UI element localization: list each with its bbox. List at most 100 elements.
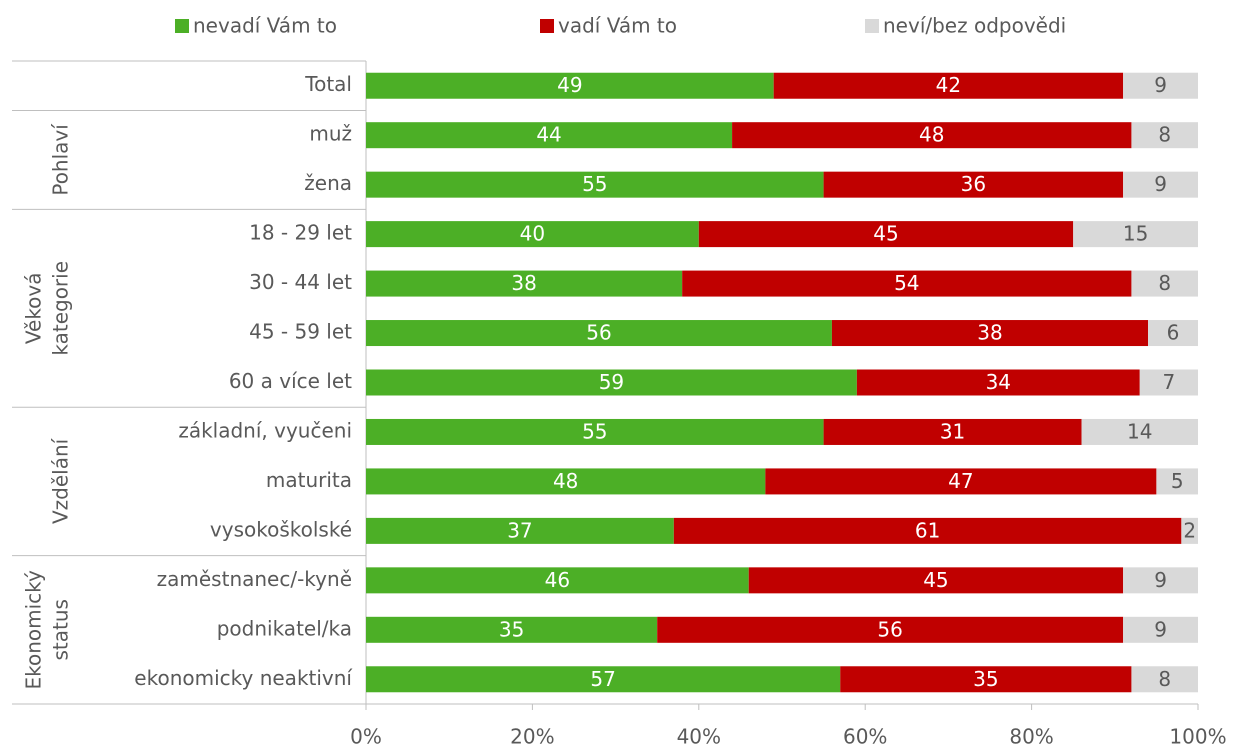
bar-segment <box>1131 122 1198 149</box>
data-label: 38 <box>977 321 1002 345</box>
bar-segment <box>1139 369 1198 396</box>
category-label: ekonomicky neaktivní <box>134 666 353 690</box>
data-label: 8 <box>1158 667 1171 691</box>
group-label: Vzdělání <box>49 437 73 524</box>
bar-segment <box>366 369 857 396</box>
category-label: maturita <box>266 468 352 492</box>
bar-segment <box>366 122 733 149</box>
legend-swatch <box>865 19 879 33</box>
data-label: 8 <box>1158 271 1171 295</box>
data-label: 59 <box>599 370 624 394</box>
group-label: Pohlaví <box>49 123 73 196</box>
x-tick-label: 0% <box>350 725 382 745</box>
data-label: 7 <box>1163 370 1176 394</box>
data-label: 55 <box>582 172 607 196</box>
data-label: 57 <box>590 667 615 691</box>
x-tick-label: 40% <box>677 725 721 745</box>
data-label: 46 <box>545 568 570 592</box>
data-label: 34 <box>986 370 1011 394</box>
data-label: 2 <box>1183 518 1196 542</box>
data-label: 40 <box>520 222 545 246</box>
group-label: status <box>49 599 73 660</box>
bar-segment <box>1123 72 1198 99</box>
category-label: 45 - 59 let <box>249 320 352 344</box>
data-label: 49 <box>557 73 582 97</box>
bar-segment <box>366 221 699 248</box>
bar-segment <box>748 567 1124 594</box>
bar-segment <box>1131 666 1198 693</box>
data-label: 35 <box>973 667 998 691</box>
category-label: muž <box>309 122 352 146</box>
data-label: 38 <box>511 271 536 295</box>
data-label: 48 <box>553 469 578 493</box>
bar-segment <box>1148 320 1198 347</box>
data-label: 9 <box>1154 172 1167 196</box>
bar-segment <box>856 369 1140 396</box>
bar-segment <box>366 72 774 99</box>
bar-segment <box>1081 418 1198 445</box>
legend-label: vadí Vám to <box>558 14 677 38</box>
bar-segment <box>840 666 1132 693</box>
group-label: kategorie <box>49 261 73 356</box>
data-label: 36 <box>961 172 986 196</box>
bar-segment <box>366 567 749 594</box>
category-label: žena <box>304 171 352 195</box>
group-label: Věková <box>22 272 46 344</box>
data-label: 8 <box>1158 123 1171 147</box>
legend-label: neví/bez odpovědi <box>883 14 1066 38</box>
bar-segment <box>366 616 658 643</box>
data-label: 48 <box>919 123 944 147</box>
bar-segment <box>773 72 1124 99</box>
category-label: Total <box>304 72 352 96</box>
data-label: 9 <box>1154 568 1167 592</box>
data-label: 6 <box>1167 321 1180 345</box>
category-label: 18 - 29 let <box>249 221 352 245</box>
bar-segment <box>366 517 674 544</box>
data-label: 45 <box>923 568 948 592</box>
bar-segment <box>1123 171 1198 198</box>
bar-segment <box>1123 567 1198 594</box>
bar-segment <box>831 320 1149 347</box>
legend-swatch <box>540 19 554 33</box>
bar-segment <box>1181 517 1198 544</box>
data-label: 55 <box>582 419 607 443</box>
data-label: 9 <box>1154 617 1167 641</box>
bar-segment <box>823 171 1124 198</box>
data-label: 54 <box>894 271 919 295</box>
category-label: 30 - 44 let <box>249 270 352 294</box>
bar-segment <box>1073 221 1198 248</box>
bar-segment <box>366 666 841 693</box>
bar-segment <box>366 418 824 445</box>
category-label: 60 a více let <box>229 369 352 393</box>
data-label: 9 <box>1154 73 1167 97</box>
category-label: základní, vyučeni <box>178 418 352 442</box>
bar-segment <box>366 270 683 297</box>
legend-label: nevadí Vám to <box>193 14 337 38</box>
data-label: 5 <box>1171 469 1184 493</box>
category-label: podnikatel/ka <box>217 616 352 640</box>
data-label: 61 <box>915 518 940 542</box>
bar-segment <box>698 221 1074 248</box>
bar-segment <box>657 616 1124 643</box>
bar-segment <box>1156 468 1198 495</box>
data-label: 15 <box>1123 222 1148 246</box>
data-label: 56 <box>877 617 902 641</box>
data-label: 35 <box>499 617 524 641</box>
legend-swatch <box>175 19 189 33</box>
x-tick-label: 80% <box>1009 725 1053 745</box>
data-label: 42 <box>936 73 961 97</box>
group-label: Ekonomický <box>22 570 46 690</box>
data-label: 14 <box>1127 419 1152 443</box>
data-label: 37 <box>507 518 532 542</box>
bar-segment <box>366 320 832 347</box>
bar-segment <box>765 468 1157 495</box>
category-label: zaměstnanec/-kyně <box>157 567 352 591</box>
bar-segment <box>1123 616 1198 643</box>
data-label: 31 <box>940 419 965 443</box>
x-tick-label: 20% <box>510 725 554 745</box>
bar-segment <box>682 270 1132 297</box>
data-label: 47 <box>948 469 973 493</box>
bar-segment <box>823 418 1082 445</box>
data-label: 56 <box>586 321 611 345</box>
